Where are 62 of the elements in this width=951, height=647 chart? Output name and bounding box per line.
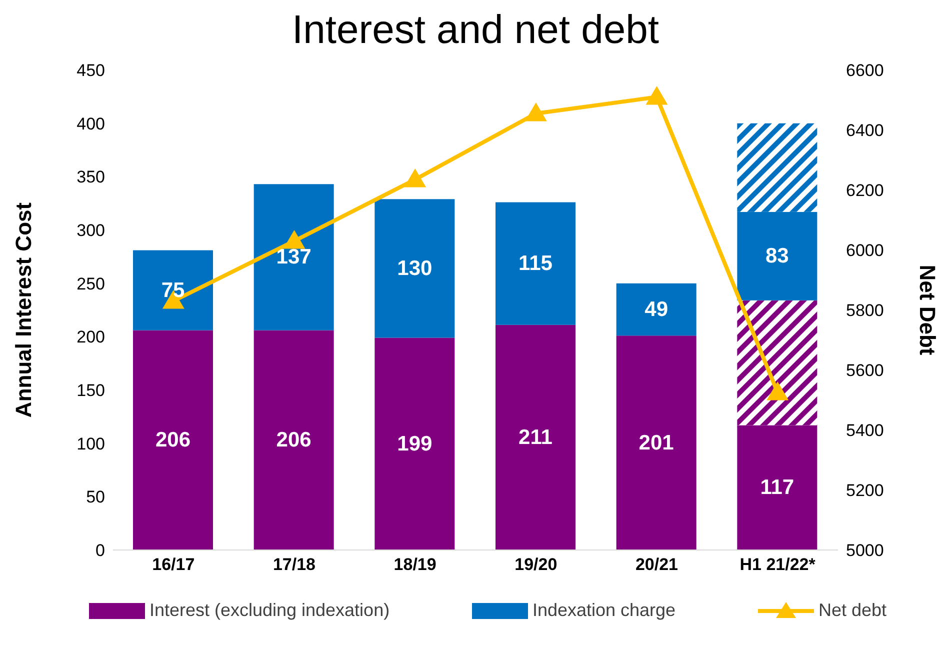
y-tick-label: 400 xyxy=(76,114,105,134)
bar xyxy=(496,324,576,550)
x-tick-label: 17/18 xyxy=(272,555,316,574)
data-label: 115 xyxy=(518,252,553,276)
bar xyxy=(374,199,455,338)
y-tick-label: 450 xyxy=(76,61,105,80)
bar xyxy=(737,425,818,550)
y-tick-label: 250 xyxy=(76,274,105,294)
x-tick-label: 18/19 xyxy=(394,555,436,574)
y2-tick-label: 5600 xyxy=(846,361,884,380)
data-label: 199 xyxy=(397,432,432,456)
point xyxy=(404,168,426,188)
data-label: 137 xyxy=(276,246,312,269)
chart-title: Interest and net debt xyxy=(291,8,660,54)
data-label: 211 xyxy=(518,426,553,449)
legend-label: Net debt xyxy=(818,600,887,621)
bar xyxy=(496,202,576,325)
bar xyxy=(737,300,818,426)
data-label: 206 xyxy=(276,428,312,452)
x-tick-label: 20/21 xyxy=(635,555,678,574)
x-tick-label: 16/17 xyxy=(152,555,195,574)
bar xyxy=(616,283,696,336)
data-label: 130 xyxy=(397,256,432,280)
point xyxy=(646,86,668,105)
y-tick-label: 300 xyxy=(76,221,105,240)
y2-tick-label: 5400 xyxy=(846,421,884,440)
point xyxy=(766,382,789,400)
y2-tick-label: 6000 xyxy=(846,241,884,260)
y2-tick-label: 6200 xyxy=(846,181,884,200)
y2-tick-label: 5200 xyxy=(846,481,884,500)
bar xyxy=(133,250,213,330)
y-tick-label: 0 xyxy=(96,541,105,560)
y2-tick-label: 6400 xyxy=(846,121,884,140)
y-axis-title: Annual Interest Cost xyxy=(10,202,36,418)
y-tick-label: 150 xyxy=(76,381,105,400)
data-label: 75 xyxy=(161,278,185,302)
x-tick-label: 19/20 xyxy=(514,555,558,574)
data-label: 206 xyxy=(155,428,191,452)
bar xyxy=(616,336,696,550)
bar xyxy=(133,330,213,550)
y-tick-label: 350 xyxy=(76,168,105,187)
bar xyxy=(737,212,818,300)
y2-tick-label: 5000 xyxy=(846,541,884,560)
y-tick-label: 50 xyxy=(86,488,105,507)
point xyxy=(524,102,547,122)
data-label: 201 xyxy=(638,431,674,454)
legend-label: Interest (excluding indexation) xyxy=(149,600,390,621)
y2-axis-title: Net Debt xyxy=(915,264,940,356)
bar xyxy=(737,123,818,212)
data-label: 117 xyxy=(760,476,794,500)
y-tick-label: 200 xyxy=(76,328,105,347)
point xyxy=(283,230,306,249)
data-label: 83 xyxy=(765,244,789,268)
y2-tick-label: 6600 xyxy=(846,61,884,80)
x-tick-label: H1 21/22* xyxy=(740,555,816,574)
y2-tick-label: 5800 xyxy=(846,301,884,320)
y-tick-label: 100 xyxy=(76,434,105,454)
bar xyxy=(254,330,334,550)
legend-label: Indexation charge xyxy=(532,600,676,621)
bar xyxy=(254,184,334,330)
bar xyxy=(374,338,455,550)
data-label: 49 xyxy=(644,298,668,321)
